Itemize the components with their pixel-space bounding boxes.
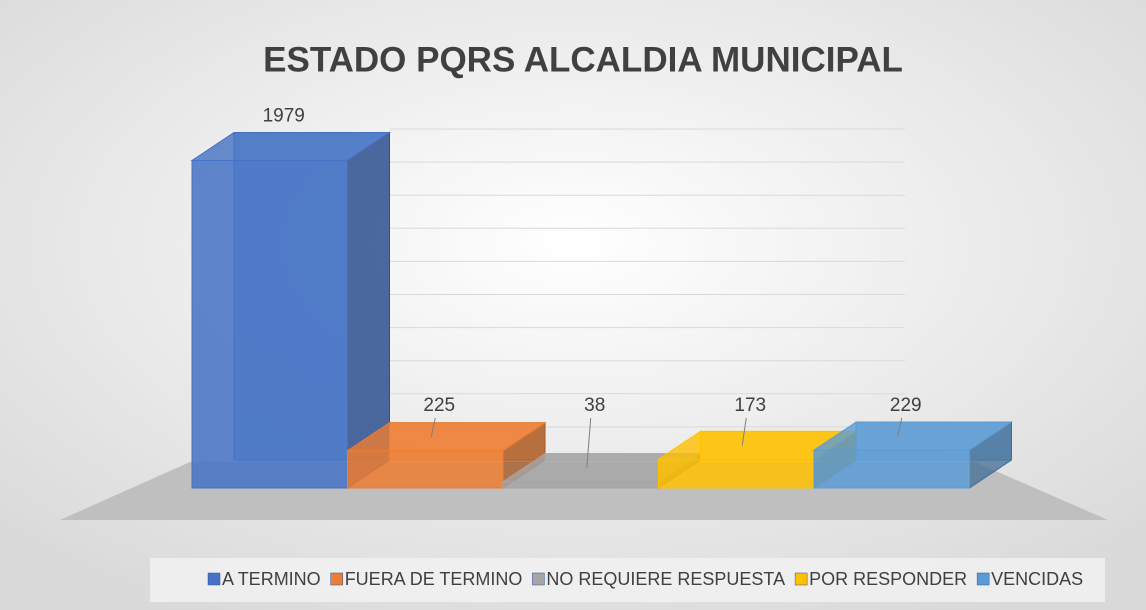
legend-swatch: [532, 572, 545, 586]
data-label: 229: [890, 395, 922, 416]
bar: [502, 481, 659, 489]
legend-label: VENCIDAS: [991, 569, 1083, 589]
bar: [347, 450, 504, 489]
chart-title: ESTADO PQRS ALCALDIA MUNICIPAL: [263, 40, 903, 79]
grid: [389, 128, 905, 461]
legend-swatch: [330, 572, 343, 586]
bar-3d: 229: [812, 395, 1014, 489]
bar: [191, 159, 348, 489]
data-label: 1979: [263, 105, 305, 126]
bar-3d: 1979: [190, 105, 392, 489]
legend-label: FUERA DE TERMINO: [345, 569, 523, 589]
bar: [813, 449, 970, 489]
data-label: 173: [734, 395, 766, 416]
legend-box: [150, 558, 1105, 602]
leader-line: [586, 417, 592, 468]
leader-line: [430, 417, 436, 437]
data-label: 38: [584, 395, 605, 416]
bar-3d: 225: [345, 395, 547, 489]
legend-label: POR RESPONDER: [809, 569, 967, 589]
bar: [658, 458, 815, 489]
bars: 1979 225 38 173 229: [190, 105, 1014, 489]
legend-swatch: [207, 572, 221, 586]
legend-label: NO REQUIERE RESPUESTA: [546, 569, 785, 589]
legend-swatch: [976, 572, 990, 586]
legend-label: A TERMINO: [222, 569, 321, 589]
legend-swatch: [794, 572, 808, 586]
leader-line: [897, 417, 903, 437]
legend: A TERMINO FUERA DE TERMINO NO REQUIERE RES…: [207, 569, 1083, 589]
data-label: 225: [423, 395, 455, 416]
leader-line: [741, 417, 747, 446]
